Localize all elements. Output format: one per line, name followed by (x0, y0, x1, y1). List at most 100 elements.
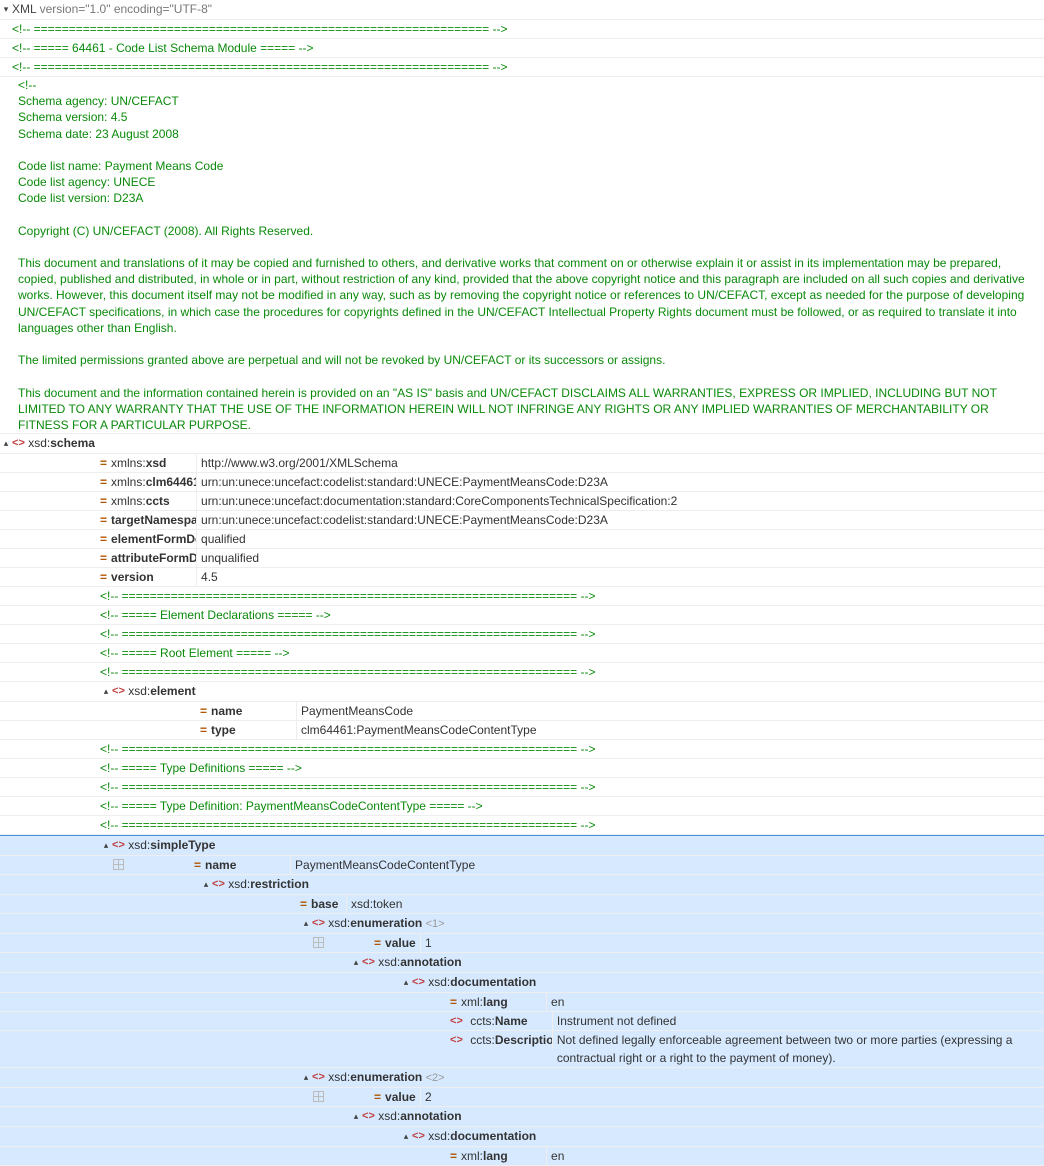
collapse-toggle[interactable] (0, 434, 12, 453)
schema-attr-row: xmlns:clm64461urn:un:unece:uncefact:code… (0, 473, 1044, 492)
doc-lang-row: xml:langen (0, 1147, 1044, 1166)
attr-value[interactable]: urn:un:unece:uncefact:codelist:standard:… (197, 473, 1044, 491)
attr-value[interactable]: PaymentMeansCode (297, 702, 1044, 720)
schema-attr-row: targetNamespaceurn:un:unece:uncefact:cod… (0, 511, 1044, 530)
attr-icon (100, 568, 107, 586)
attr-icon (100, 454, 107, 472)
element-attr-row: namePaymentMeansCode (0, 702, 1044, 721)
element-tag-icon (112, 836, 125, 854)
xsd-element-row[interactable]: xsd:element (0, 682, 1044, 702)
schema-attr-row: attributeFormDefaultunqualified (0, 549, 1044, 568)
attr-value[interactable]: 4.5 (197, 568, 1044, 586)
attr-icon (450, 1147, 457, 1165)
comment-ruler: <!-- ===================================… (0, 663, 1044, 682)
comment-type-definitions: <!-- ===== Type Definitions ===== --> (0, 759, 1044, 778)
attr-value[interactable]: 1 (421, 934, 1044, 952)
attr-icon (200, 721, 207, 739)
collapse-toggle[interactable] (0, 0, 12, 19)
enumeration-value-row: value1 (0, 934, 1044, 953)
attr-value[interactable]: unqualified (197, 549, 1044, 567)
ccts-text[interactable]: Instrument not defined (553, 1012, 1044, 1030)
comment-ruler: <!-- ===================================… (0, 58, 1044, 77)
attr-icon (100, 473, 107, 491)
comment-element-declarations: <!-- ===== Element Declarations ===== --… (0, 606, 1044, 625)
xsd-enumeration-row[interactable]: xsd:enumeration <1> (0, 914, 1044, 934)
attr-icon (100, 492, 107, 510)
element-tag-icon (450, 1031, 463, 1049)
collapse-toggle[interactable] (100, 836, 112, 855)
attr-icon (374, 1088, 381, 1106)
element-tag-icon (312, 914, 325, 932)
schema-attr-row: xmlns:xsdhttp://www.w3.org/2001/XMLSchem… (0, 454, 1044, 473)
attr-icon (100, 530, 107, 548)
attr-icon (374, 934, 381, 952)
attr-value[interactable]: en (547, 1147, 1044, 1165)
xsd-documentation-row[interactable]: xsd:documentation (0, 973, 1044, 993)
element-attr-row: typeclm64461:PaymentMeansCodeContentType (0, 721, 1044, 740)
xsd-annotation-row[interactable]: xsd:annotation (0, 953, 1044, 973)
attr-value[interactable]: urn:un:unece:uncefact:codelist:standard:… (197, 511, 1044, 529)
attr-value[interactable]: qualified (197, 530, 1044, 548)
comment-ruler: <!-- ===================================… (0, 778, 1044, 797)
attr-icon (450, 993, 457, 1011)
attr-value[interactable]: PaymentMeansCodeContentType (291, 856, 1044, 874)
xsd-enumeration-row[interactable]: xsd:enumeration <2> (0, 1068, 1044, 1088)
collapse-toggle[interactable] (400, 1127, 412, 1146)
collapse-toggle[interactable] (350, 953, 362, 972)
attr-value[interactable]: clm64461:PaymentMeansCodeContentType (297, 721, 1044, 739)
xsd-annotation-row[interactable]: xsd:annotation (0, 1107, 1044, 1127)
restriction-base-row: base xsd:token (0, 895, 1044, 914)
xsd-documentation-row[interactable]: xsd:documentation (0, 1127, 1044, 1147)
element-tag-icon (412, 1127, 425, 1145)
enumeration-value-row: value2 (0, 1088, 1044, 1107)
grid-icon (313, 1091, 324, 1102)
element-tag-icon (12, 434, 25, 452)
xml-declaration-row[interactable]: XML version="1.0" encoding="UTF-8" (0, 0, 1044, 20)
attr-icon (300, 895, 307, 913)
element-tag-icon (450, 1012, 463, 1030)
schema-attr-row: elementFormDefaultqualified (0, 530, 1044, 549)
attr-icon (194, 856, 201, 874)
xsd-simpleType-row[interactable]: xsd:simpleType (0, 835, 1044, 856)
attr-value[interactable]: en (547, 993, 1044, 1011)
element-tag-icon (212, 875, 225, 893)
ccts-child-row: ccts:DescriptionNot defined legally enfo… (0, 1031, 1044, 1068)
comment-root-element: <!-- ===== Root Element ===== --> (0, 644, 1044, 663)
attr-value[interactable]: 2 (421, 1088, 1044, 1106)
attr-icon (100, 549, 107, 567)
collapse-toggle[interactable] (350, 1107, 362, 1126)
comment-type-def-pmc: <!-- ===== Type Definition: PaymentMeans… (0, 797, 1044, 816)
doc-lang-row: xml:langen (0, 993, 1044, 1012)
collapse-toggle[interactable] (300, 914, 312, 933)
attr-icon (100, 511, 107, 529)
collapse-toggle[interactable] (400, 973, 412, 992)
element-tag-icon (312, 1068, 325, 1086)
attr-value[interactable]: xsd:token (347, 895, 1044, 913)
element-tag-icon (362, 1107, 375, 1125)
tag-prefix: xsd: (28, 436, 50, 450)
grid-icon (313, 937, 324, 948)
ccts-text[interactable]: Not defined legally enforceable agreemen… (553, 1031, 1044, 1067)
grid-icon (113, 859, 124, 870)
attr-icon (200, 702, 207, 720)
comment-ruler: <!-- ===================================… (0, 816, 1044, 835)
collapse-toggle[interactable] (100, 682, 112, 701)
attr-value[interactable]: urn:un:unece:uncefact:documentation:stan… (197, 492, 1044, 510)
schema-element-row[interactable]: xsd:schema (0, 434, 1044, 454)
xsd-restriction-row[interactable]: xsd:restriction (0, 875, 1044, 895)
element-tag-icon (112, 682, 125, 700)
collapse-toggle[interactable] (200, 875, 212, 894)
ccts-child-row: ccts:NameInstrument not defined (0, 1012, 1044, 1031)
schema-attr-row: version4.5 (0, 568, 1044, 587)
collapse-toggle[interactable] (300, 1068, 312, 1087)
xml-declaration: XML version="1.0" encoding="UTF-8" (12, 0, 212, 18)
comment-ruler: <!-- ===================================… (0, 625, 1044, 644)
tag-name: schema (50, 436, 95, 450)
comment-title: <!-- ===== 64461 - Code List Schema Modu… (0, 39, 1044, 58)
simpleType-grid-row: name PaymentMeansCodeContentType (0, 856, 1044, 875)
header-comment-block: <!-- Schema agency: UN/CEFACT Schema ver… (0, 77, 1044, 434)
comment-ruler: <!-- ===================================… (0, 740, 1044, 759)
comment-ruler: <!-- ===================================… (0, 20, 1044, 39)
attr-value[interactable]: http://www.w3.org/2001/XMLSchema (197, 454, 1044, 472)
element-tag-icon (412, 973, 425, 991)
